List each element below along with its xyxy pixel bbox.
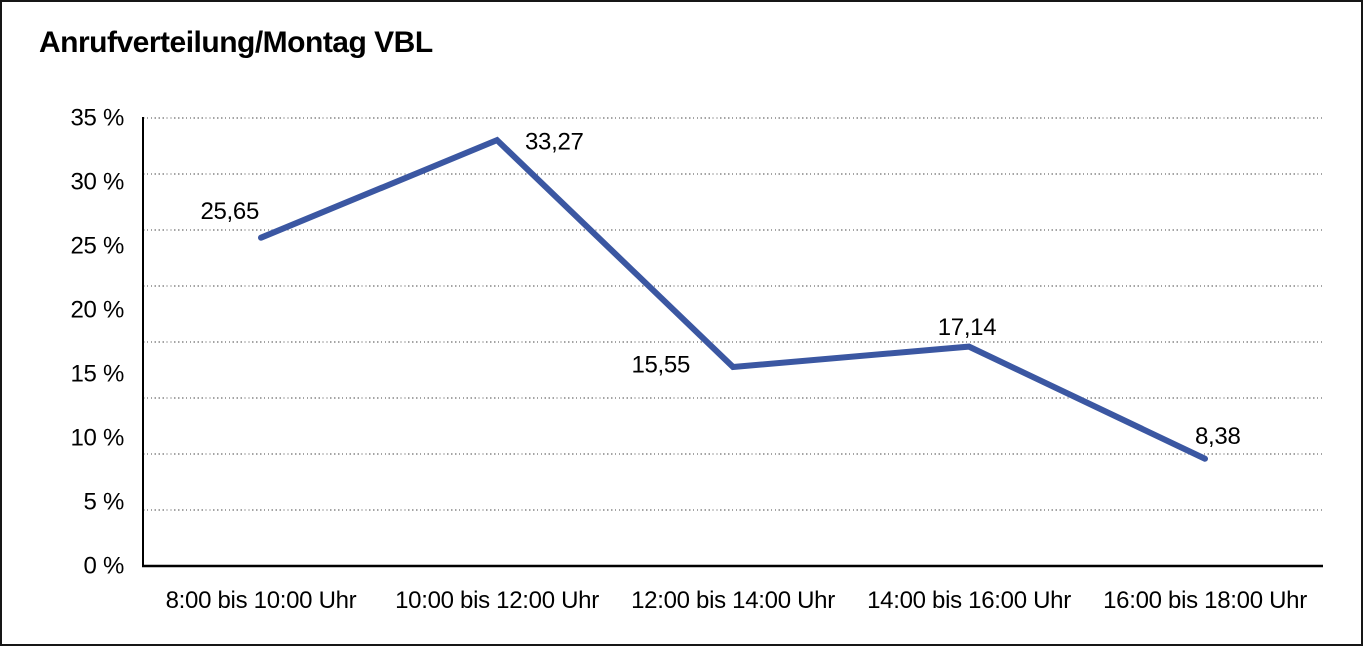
y-tick-label: 25 % xyxy=(70,233,124,260)
data-point-label: 15,55 xyxy=(631,351,690,378)
x-axis-label: 8:00 bis 10:00 Uhr xyxy=(166,587,357,614)
y-tick-label: 0 % xyxy=(84,553,124,580)
data-point-label: 17,14 xyxy=(938,314,997,341)
y-tick-label: 10 % xyxy=(70,425,124,452)
chart-title: Anrufverteilung/Montag VBL xyxy=(39,26,433,59)
x-axis-label: 10:00 bis 12:00 Uhr xyxy=(395,587,599,614)
y-tick-label: 5 % xyxy=(84,489,124,516)
data-point-label: 25,65 xyxy=(200,198,259,225)
y-tick-label: 20 % xyxy=(70,297,124,324)
x-axis-label: 14:00 bis 16:00 Uhr xyxy=(867,587,1071,614)
y-tick-label: 35 % xyxy=(70,105,124,132)
y-tick-label: 15 % xyxy=(70,361,124,388)
x-axis-label: 16:00 bis 18:00 Uhr xyxy=(1103,587,1307,614)
data-point-label: 33,27 xyxy=(525,129,584,156)
data-point-label: 8,38 xyxy=(1195,423,1241,450)
x-axis-label: 12:00 bis 14:00 Uhr xyxy=(631,587,835,614)
y-tick-label: 30 % xyxy=(70,169,124,196)
data-line xyxy=(258,136,1208,462)
